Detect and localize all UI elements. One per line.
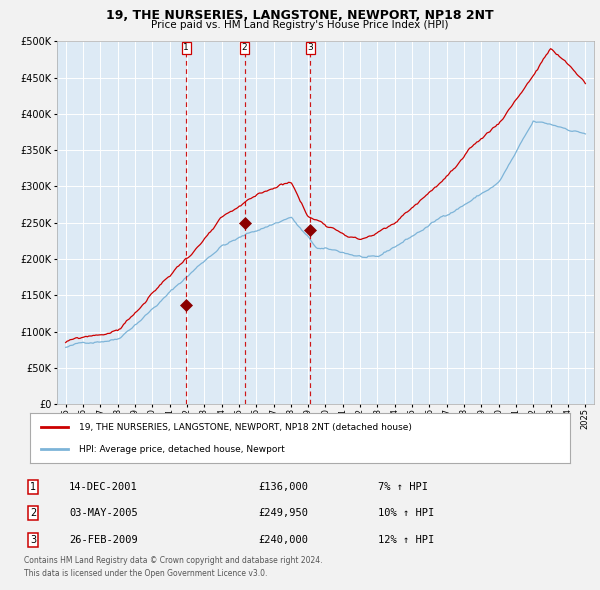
Text: 3: 3 bbox=[30, 535, 36, 545]
Text: Contains HM Land Registry data © Crown copyright and database right 2024.: Contains HM Land Registry data © Crown c… bbox=[24, 556, 323, 565]
Text: 1: 1 bbox=[30, 482, 36, 491]
Text: This data is licensed under the Open Government Licence v3.0.: This data is licensed under the Open Gov… bbox=[24, 569, 268, 578]
Text: £136,000: £136,000 bbox=[258, 482, 308, 491]
Text: £249,950: £249,950 bbox=[258, 509, 308, 518]
Text: 19, THE NURSERIES, LANGSTONE, NEWPORT, NP18 2NT: 19, THE NURSERIES, LANGSTONE, NEWPORT, N… bbox=[106, 9, 494, 22]
Text: 3: 3 bbox=[307, 44, 313, 53]
Text: 14-DEC-2001: 14-DEC-2001 bbox=[69, 482, 138, 491]
Text: 2: 2 bbox=[242, 44, 247, 53]
Text: 19, THE NURSERIES, LANGSTONE, NEWPORT, NP18 2NT (detached house): 19, THE NURSERIES, LANGSTONE, NEWPORT, N… bbox=[79, 422, 412, 431]
Text: 2: 2 bbox=[30, 509, 36, 518]
Text: 26-FEB-2009: 26-FEB-2009 bbox=[69, 535, 138, 545]
Text: 7% ↑ HPI: 7% ↑ HPI bbox=[378, 482, 428, 491]
Text: 03-MAY-2005: 03-MAY-2005 bbox=[69, 509, 138, 518]
Text: 1: 1 bbox=[184, 44, 189, 53]
Text: 10% ↑ HPI: 10% ↑ HPI bbox=[378, 509, 434, 518]
Text: HPI: Average price, detached house, Newport: HPI: Average price, detached house, Newp… bbox=[79, 445, 284, 454]
Text: £240,000: £240,000 bbox=[258, 535, 308, 545]
Text: Price paid vs. HM Land Registry's House Price Index (HPI): Price paid vs. HM Land Registry's House … bbox=[151, 20, 449, 30]
Text: 12% ↑ HPI: 12% ↑ HPI bbox=[378, 535, 434, 545]
